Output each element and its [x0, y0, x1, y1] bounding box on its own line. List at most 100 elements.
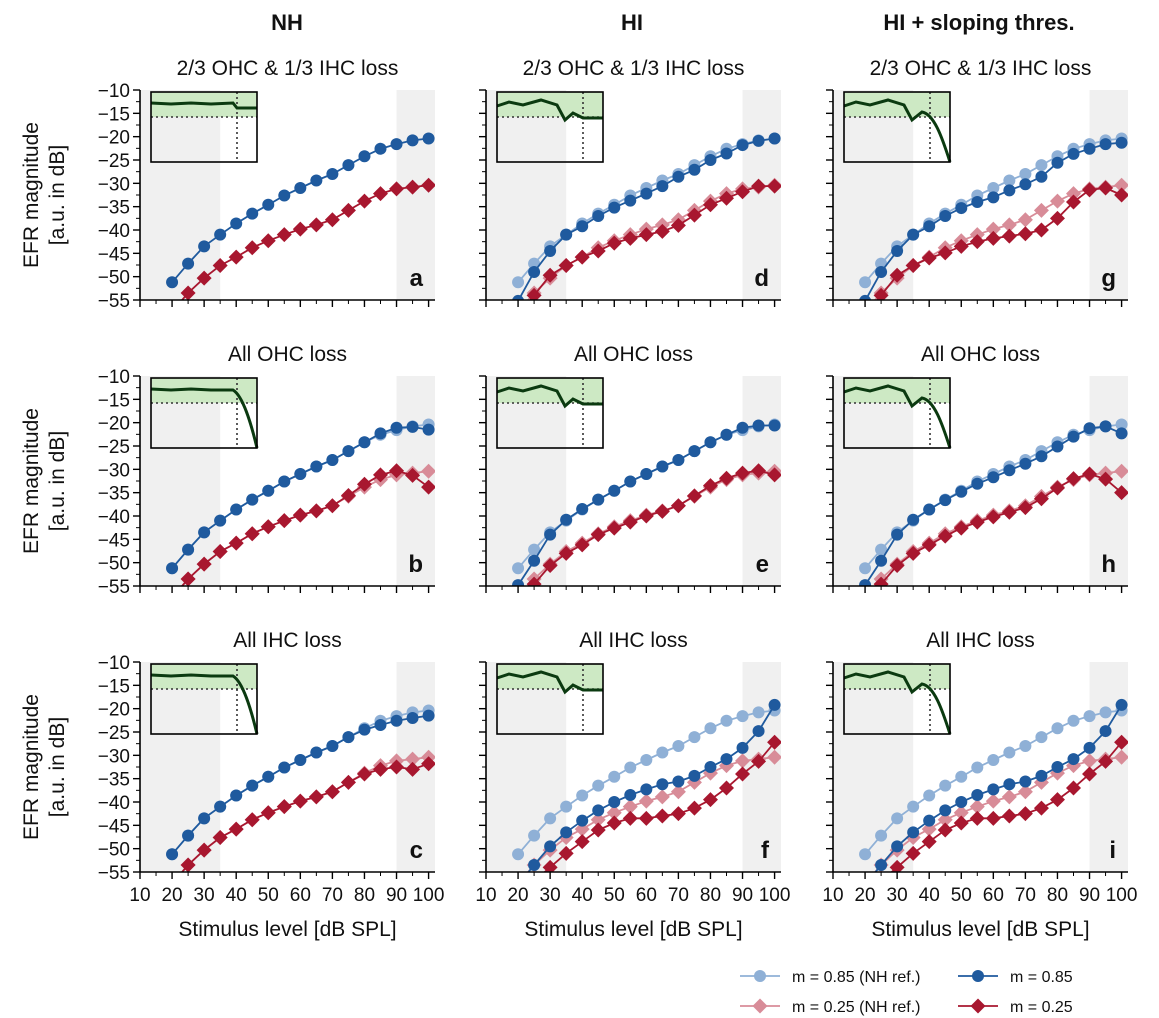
series-m085-point: [875, 554, 888, 567]
series-m085-point: [939, 210, 952, 222]
series-m085-nh-ref-point: [1003, 174, 1016, 187]
x-tick-label: 30: [540, 885, 561, 906]
inset-schematic: [496, 377, 604, 449]
series-m085-point: [310, 174, 323, 187]
x-tick-label: 90: [732, 885, 753, 906]
y-tick-label: −15: [98, 104, 130, 125]
series-m085-point: [198, 526, 211, 539]
shaded-region-0: [486, 376, 567, 586]
series-m025-point: [324, 212, 340, 228]
panel-i: 10 20 30 40 50 60 70 80 90 100 All IHC loss i Stimul…: [822, 629, 1137, 941]
x-tick-label: 40: [226, 885, 247, 906]
series-m085-point: [166, 848, 179, 861]
series-m085-point: [512, 294, 524, 300]
inset-fill: [844, 664, 950, 689]
series-m025: [526, 463, 781, 586]
legend-entry-m025_ref: m = 0.25 (NH ref.): [740, 998, 920, 1016]
series-m025-point: [1017, 500, 1033, 516]
series-m085-nh-ref-point: [1019, 740, 1032, 752]
panel-f: 10 20 30 40 50 60 70 80 90 100 All IHC loss f Stimul…: [475, 629, 790, 941]
series-m025-point: [180, 571, 196, 586]
series-m085-point: [987, 471, 1000, 484]
series-m025-point: [1017, 806, 1033, 822]
series-m085-point: [230, 503, 243, 516]
series-m085-point: [1083, 741, 1096, 754]
series-m025-point: [921, 250, 937, 266]
series-m085-point: [1083, 142, 1096, 155]
series-m085-point: [528, 554, 541, 567]
series-m025-nh-ref-point: [1082, 753, 1098, 769]
series-m025: [526, 178, 781, 300]
series-m085-nh-ref-point: [923, 789, 936, 802]
series-m085-point: [640, 783, 653, 796]
series-m085-point: [939, 494, 952, 507]
series-m085: [166, 709, 435, 861]
series-m085-point: [1019, 457, 1032, 470]
series-m085-point: [752, 725, 765, 738]
inset-fill: [844, 92, 950, 117]
series-m085-nh-ref-point: [688, 731, 701, 744]
x-tick-label: 60: [636, 885, 657, 906]
series-m025-point: [1001, 228, 1017, 244]
series-m085-point: [1051, 761, 1064, 773]
series-m025-point: [421, 479, 435, 495]
series-m085-nh-ref: [859, 704, 1128, 861]
series-m025-point: [953, 815, 969, 831]
inset-curve: [150, 387, 259, 449]
series-m025-point: [751, 463, 767, 479]
series-m085-point: [576, 814, 589, 827]
series-m025-point: [889, 267, 905, 283]
inset-curve: [843, 384, 952, 449]
series-m025-nh-ref-point: [405, 751, 421, 767]
series-m025-point: [292, 793, 308, 809]
legend-entry-m025: m = 0.25: [958, 998, 1073, 1016]
legend-marker: [970, 998, 986, 1014]
series-m025-point: [308, 789, 324, 805]
series-m085-point: [672, 170, 685, 183]
y-tick-label: −45: [98, 530, 130, 551]
series-m085-nh-ref-point: [576, 789, 589, 802]
series-m025-point: [921, 537, 937, 553]
series-m085-nh-ref-point: [1099, 706, 1112, 719]
series-m085: [859, 420, 1128, 586]
series-m025-point: [937, 822, 953, 838]
x-tick-label: 30: [887, 885, 908, 906]
series-m085-point: [736, 139, 749, 152]
series-m085-point: [640, 468, 653, 480]
series-m085-point: [955, 202, 968, 215]
series-m025-nh-ref-point: [1017, 784, 1033, 800]
column-title-hi: HI: [621, 10, 643, 35]
x-tick-label: 50: [604, 885, 625, 906]
series-m085-nh-ref-point: [640, 754, 653, 766]
panel-letter: b: [408, 551, 423, 578]
series-m025-point: [356, 766, 372, 782]
series-m085-point: [768, 132, 781, 145]
legend-label: m = 0.25 (NH ref.): [792, 999, 920, 1016]
series-m025-point: [340, 487, 356, 503]
series-m085-nh-ref-point: [955, 770, 968, 783]
x-tick-label: 80: [1047, 885, 1068, 906]
series-m085-nh-ref-point: [1003, 746, 1016, 759]
series-m025-point: [196, 556, 212, 572]
series-m025: [873, 180, 1128, 300]
inset-schematic: [496, 91, 604, 163]
series-m085-nh-ref-point: [592, 779, 605, 792]
series-m025: [180, 177, 435, 300]
series-m085-point: [608, 796, 621, 808]
inset-curve: [843, 98, 952, 163]
series-m085-point: [182, 829, 195, 842]
y-axis-label-line1: EFR magnitude: [20, 694, 43, 840]
series-m025-point: [1065, 471, 1081, 487]
series-m025-point: [340, 202, 356, 218]
series-m025-point: [340, 774, 356, 790]
series-m085-point: [230, 217, 243, 230]
y-tick-label: −10: [98, 653, 130, 674]
series-m085-point: [1035, 450, 1048, 463]
series-m085-nh-ref-point: [859, 848, 872, 861]
series-m085-point: [592, 493, 605, 506]
panel-title: All IHC loss: [926, 629, 1035, 652]
inset-schematic: [150, 663, 259, 735]
shaded-region-1: [396, 90, 435, 300]
series-m025-point: [702, 478, 718, 494]
y-tick-label: −55: [98, 577, 130, 598]
